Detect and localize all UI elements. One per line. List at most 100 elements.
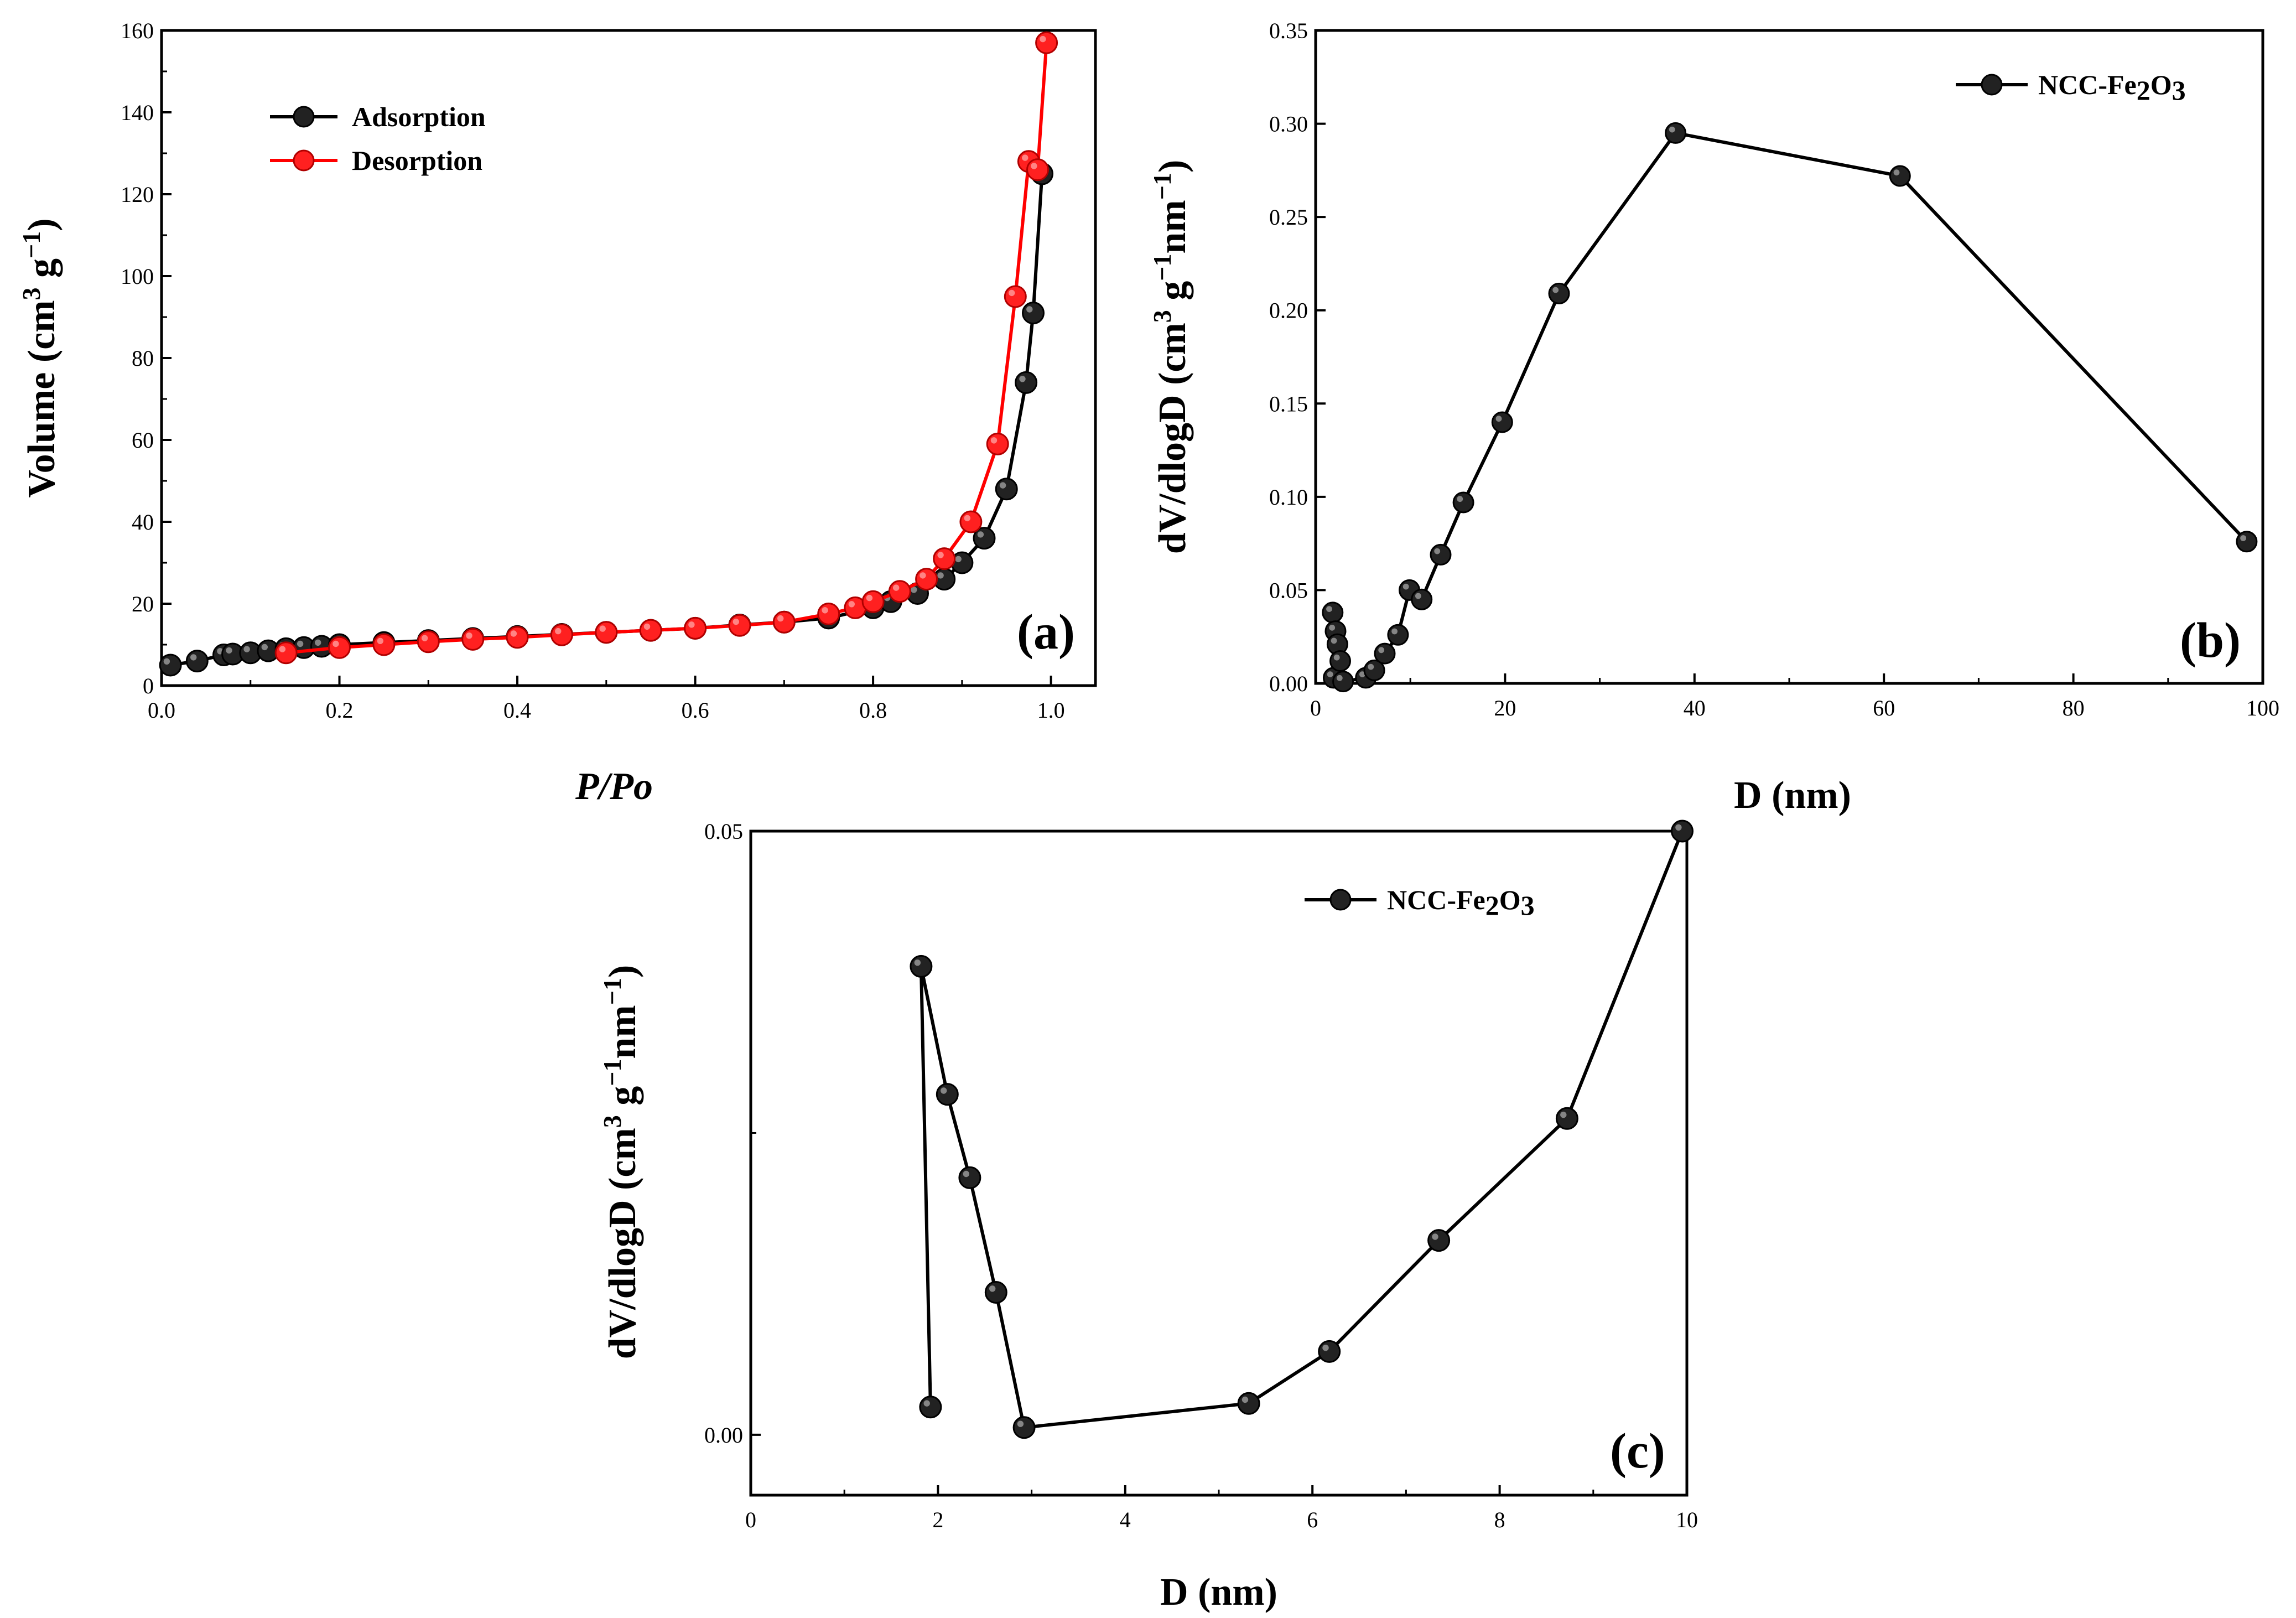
panel-a-legend: Adsorption Desorption bbox=[270, 101, 486, 176]
y-tick-label: 0.00 bbox=[704, 1423, 743, 1448]
x-tick-label: 10 bbox=[1676, 1507, 1698, 1532]
panel-a-frame bbox=[160, 29, 1097, 687]
data-point-highlight bbox=[599, 625, 606, 632]
data-point-highlight bbox=[1434, 548, 1441, 554]
x-tick-label: 60 bbox=[1873, 696, 1895, 720]
series-line-ncc-fe bbox=[1331, 131, 2248, 683]
data-point bbox=[372, 633, 396, 656]
data-point bbox=[274, 641, 298, 665]
data-point bbox=[984, 1281, 1007, 1304]
data-point-highlight bbox=[1675, 824, 1682, 831]
data-point-highlight bbox=[1368, 663, 1374, 670]
panel-c-label: (c) bbox=[1610, 1424, 1665, 1479]
data-point bbox=[1374, 642, 1396, 665]
x-tick-label: 0.0 bbox=[148, 698, 175, 723]
data-point-highlight bbox=[941, 1087, 947, 1094]
data-point-highlight bbox=[377, 637, 383, 645]
panel-b-pore-size-distribution: 0 20 40 60 80 100 0.00 0.05 0.10 0.15 0.20 0.25 0.30… bbox=[1148, 18, 2279, 817]
y-tick-label: 140 bbox=[121, 100, 154, 125]
data-point bbox=[817, 603, 840, 625]
data-point bbox=[1318, 1340, 1341, 1363]
data-point-highlight bbox=[1378, 647, 1385, 654]
data-point-highlight bbox=[893, 584, 900, 591]
data-point bbox=[595, 621, 618, 644]
data-point-highlight bbox=[1415, 593, 1421, 599]
data-point bbox=[1491, 411, 1513, 433]
legend-ncc-fe2o3-marker bbox=[1981, 74, 2003, 96]
data-point bbox=[958, 1166, 981, 1189]
panel-a-x-axis-title: P/Po bbox=[575, 765, 653, 808]
data-point-highlight bbox=[822, 607, 828, 614]
x-tick-label: 4 bbox=[1120, 1507, 1131, 1532]
data-point-highlight bbox=[911, 587, 917, 593]
data-point bbox=[728, 614, 751, 637]
y-tick-label: 0.10 bbox=[1269, 485, 1308, 510]
data-point bbox=[915, 568, 938, 591]
x-tick-label: 6 bbox=[1307, 1507, 1318, 1532]
data-point-highlight bbox=[421, 635, 428, 641]
panel-a-series bbox=[159, 31, 1058, 677]
data-point-highlight bbox=[1336, 675, 1343, 681]
panel-b-y-axis-title: dV/dlogD (cm3 g−1nm−1) bbox=[1148, 160, 1194, 554]
data-point-highlight bbox=[1017, 1420, 1024, 1427]
data-point bbox=[1555, 1107, 1578, 1130]
data-point bbox=[1012, 1416, 1036, 1439]
data-point-highlight bbox=[848, 601, 855, 608]
legend-desorption-marker bbox=[293, 149, 315, 172]
data-point-highlight bbox=[1031, 163, 1037, 169]
data-point-highlight bbox=[1669, 126, 1675, 133]
data-point-highlight bbox=[955, 556, 962, 563]
data-point-highlight bbox=[190, 654, 197, 661]
y-tick-label: 0 bbox=[143, 673, 154, 698]
x-tick-label: 8 bbox=[1494, 1507, 1505, 1532]
data-point-highlight bbox=[279, 646, 286, 652]
data-point-highlight bbox=[555, 628, 562, 635]
data-point bbox=[1387, 624, 1409, 646]
data-point-highlight bbox=[1241, 1396, 1249, 1403]
data-point bbox=[995, 478, 1018, 501]
y-tick-label: 0.00 bbox=[1269, 671, 1308, 696]
panel-c-frame bbox=[749, 829, 1689, 1497]
data-point bbox=[910, 955, 933, 978]
data-point-highlight bbox=[1009, 289, 1015, 297]
panel-c-y-axis-title: dV/dlogD (cm3 g−1nm−1) bbox=[598, 965, 644, 1360]
data-point-highlight bbox=[226, 647, 232, 654]
data-point-highlight bbox=[989, 1285, 996, 1292]
x-tick-label: 0.2 bbox=[326, 698, 354, 723]
data-point bbox=[684, 616, 707, 640]
y-tick-label: 0.35 bbox=[1269, 18, 1308, 43]
y-tick-label: 120 bbox=[121, 182, 154, 207]
legend-adsorption-label: Adsorption bbox=[352, 101, 486, 132]
data-point bbox=[550, 623, 573, 646]
data-point-highlight bbox=[510, 630, 517, 637]
x-tick-label: 0.8 bbox=[859, 698, 887, 723]
data-point-highlight bbox=[333, 640, 339, 647]
data-point-highlight bbox=[243, 646, 250, 652]
data-point bbox=[185, 650, 209, 673]
data-point-highlight bbox=[1329, 624, 1336, 631]
data-point-highlight bbox=[297, 640, 304, 647]
data-point bbox=[959, 510, 983, 533]
data-point-highlight bbox=[977, 531, 984, 538]
data-point-highlight bbox=[1040, 35, 1046, 43]
data-point bbox=[461, 628, 485, 651]
data-point bbox=[1322, 601, 1344, 624]
y-tick-label: 0.20 bbox=[1269, 298, 1308, 323]
data-point bbox=[1671, 820, 1694, 843]
legend-adsorption-marker bbox=[293, 106, 315, 128]
x-tick-label: 2 bbox=[932, 1507, 943, 1532]
legend-ncc-fe2o3-label: NCC-Fe2O3 bbox=[1387, 884, 1535, 921]
data-point bbox=[919, 1396, 942, 1419]
data-point bbox=[772, 610, 796, 634]
data-point-highlight bbox=[1495, 416, 1502, 422]
data-point-highlight bbox=[1331, 637, 1337, 644]
panel-b-label: (b) bbox=[2180, 613, 2241, 668]
data-point bbox=[861, 590, 885, 613]
y-tick-label: 160 bbox=[121, 18, 154, 43]
data-point bbox=[506, 626, 529, 649]
panel-c-ticks: 0 2 4 6 8 10 0.00 0.05 bbox=[704, 819, 1698, 1532]
y-tick-label: 20 bbox=[132, 592, 154, 616]
data-point-highlight bbox=[1022, 154, 1028, 161]
legend-ncc-fe2o3-label: NCC-Fe2O3 bbox=[2038, 69, 2186, 106]
panel-b-series bbox=[1322, 122, 2258, 693]
